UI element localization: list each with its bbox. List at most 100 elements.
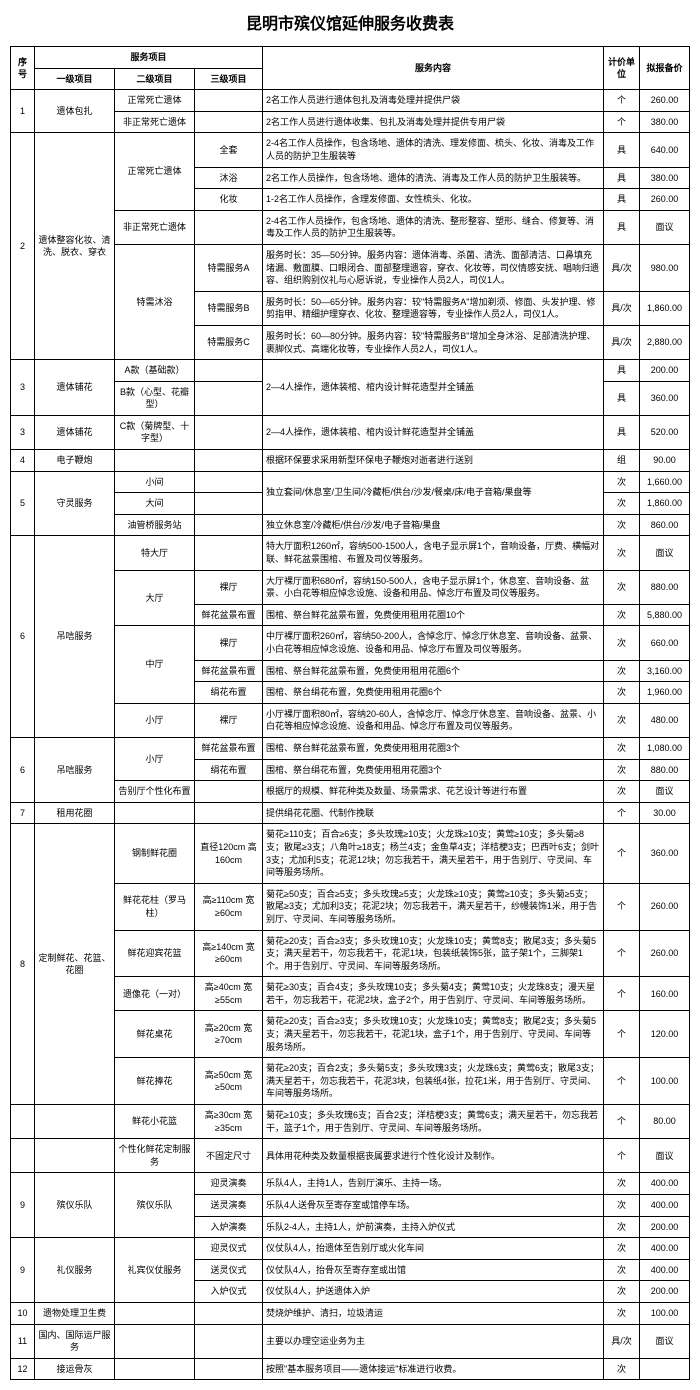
cell-seq: 6 (11, 536, 35, 738)
cell-unit: 次 (604, 493, 640, 515)
cell-l3: 高≥30cm 宽≥35cm (195, 1105, 263, 1139)
cell-l2: 钢制鲜花圈 (115, 824, 195, 883)
cell-price: 260.00 (640, 883, 690, 930)
cell-seq: 5 (11, 471, 35, 536)
cell-price: 400.00 (640, 1259, 690, 1281)
cell-price: 面议 (640, 210, 690, 244)
cell-seq: 9 (11, 1238, 35, 1303)
cell-l3: 特需服务B (195, 291, 263, 325)
cell-l1: 遗体包扎 (35, 90, 115, 133)
cell-unit: 具/次 (604, 325, 640, 359)
cell-content: 服务时长：35—50分钟。服务内容：遗体消毒、杀菌、清洗、面部清洁、口鼻填充堵漏… (263, 244, 604, 291)
table-row: 6吊唁服务特大厅特大厅面积1260㎡，容纳500-1500人，含电子显示屏1个，… (11, 536, 690, 570)
cell-content: 围棺、祭台绢花布置，免费使用租用花圈3个 (263, 759, 604, 781)
cell-price (640, 1358, 690, 1380)
cell-unit: 具 (604, 133, 640, 167)
cell-unit: 具 (604, 189, 640, 211)
cell-l3: 不固定尺寸 (195, 1139, 263, 1173)
cell-unit: 次 (604, 759, 640, 781)
table-row: 个性化鲜花定制服务不固定尺寸具体用花种类及数量根据丧属要求进行个性化设计及制作。… (11, 1139, 690, 1173)
cell-l3: 高≥20cm 宽≥70cm (195, 1011, 263, 1058)
cell-unit: 次 (604, 536, 640, 570)
cell-content: 2名工作人员操作，包含场地、遗体的清洗、消毒及工作人员的防护卫生服装等。 (263, 167, 604, 189)
cell-unit: 次 (604, 703, 640, 737)
pricing-table: 序号 服务项目 服务内容 计价单位 拟报备价 一级项目 二级项目 三级项目 1遗… (10, 46, 690, 1380)
cell-content: 围棺、祭台鲜花盆景布置，免费使用租用花圈6个 (263, 660, 604, 682)
cell-seq: 9 (11, 1173, 35, 1238)
cell-l1: 遗物处理卫生费 (35, 1302, 115, 1324)
cell-price: 5,880.00 (640, 604, 690, 626)
cell-unit: 具 (604, 360, 640, 382)
cell-content: 仪仗队4人，抬遗体至告别厅或火化车间 (263, 1238, 604, 1260)
cell-content: 独立休息室/冷藏柜/供台/沙发/电子音箱/果盘 (263, 514, 604, 536)
cell-l3 (195, 450, 263, 472)
cell-l3: 裸厅 (195, 626, 263, 660)
cell-l3 (195, 471, 263, 493)
cell-l2: 鲜花小花篮 (115, 1105, 195, 1139)
cell-content: 仪仗队4人，护送遗体入炉 (263, 1281, 604, 1303)
cell-unit: 次 (604, 604, 640, 626)
cell-unit: 个 (604, 802, 640, 824)
cell-content: 菊花≥110支；百合≥6支；多头玫瑰≥10支；火龙珠≥10支；黄莺≥10支；多头… (263, 824, 604, 883)
cell-l2: 非正常死亡遗体 (115, 111, 195, 133)
cell-unit: 次 (604, 626, 640, 660)
cell-unit: 次 (604, 1302, 640, 1324)
cell-l1: 礼仪服务 (35, 1238, 115, 1303)
cell-seq (11, 1105, 35, 1139)
cell-unit: 个 (604, 1011, 640, 1058)
cell-l3 (195, 1324, 263, 1358)
cell-unit: 次 (604, 682, 640, 704)
cell-l2: 小间 (115, 471, 195, 493)
cell-unit: 次 (604, 1358, 640, 1380)
cell-l1: 殡仪乐队 (35, 1173, 115, 1238)
table-row: 鲜花小花篮高≥30cm 宽≥35cm菊花≥10支；多头玫瑰6支；百合2支；洋桔梗… (11, 1105, 690, 1139)
cell-seq: 1 (11, 90, 35, 133)
cell-unit: 次 (604, 737, 640, 759)
cell-price: 260.00 (640, 930, 690, 977)
cell-seq: 8 (11, 824, 35, 1105)
cell-l1: 接运骨灰 (35, 1358, 115, 1380)
cell-l3: 化妆 (195, 189, 263, 211)
cell-content: 围棺、祭台鲜花盆景布置，免费使用租用花圈3个 (263, 737, 604, 759)
cell-price: 100.00 (640, 1302, 690, 1324)
table-row: 4电子鞭炮根据环保要求采用新型环保电子鞭炮对逝者进行送别组90.00 (11, 450, 690, 472)
cell-price: 面议 (640, 1324, 690, 1358)
cell-content: 焚烧炉维护、清扫，垃圾清运 (263, 1302, 604, 1324)
cell-l1: 遗体铺花 (35, 360, 115, 416)
cell-content: 2—4人操作，遗体装棺、棺内设计鲜花造型并全铺盖 (263, 415, 604, 449)
cell-unit: 次 (604, 781, 640, 803)
cell-content: 提供绢花花圈、代制作挽联 (263, 802, 604, 824)
cell-price: 1,080.00 (640, 737, 690, 759)
cell-l2: 正常死亡遗体 (115, 90, 195, 112)
cell-unit: 个 (604, 883, 640, 930)
cell-price: 640.00 (640, 133, 690, 167)
cell-content: 菊花≥50支；百合≥5支；多头玫瑰≥5支；火龙珠≥10支；黄莺≥10支；多头菊≥… (263, 883, 604, 930)
table-row: 6吊唁服务小厅鲜花盆景布置围棺、祭台鲜花盆景布置，免费使用租用花圈3个次1,08… (11, 737, 690, 759)
cell-l2: 油管桥服务站 (115, 514, 195, 536)
cell-unit: 次 (604, 570, 640, 604)
cell-content: 服务时长：50—65分钟。服务内容：较"特需服务A"增加剃须、修面、头发护理、修… (263, 291, 604, 325)
cell-price: 1,960.00 (640, 682, 690, 704)
cell-content: 菊花≥10支；多头玫瑰6支；百合2支；洋桔梗3支；黄莺6支；满天星若干，勿忘我若… (263, 1105, 604, 1139)
cell-content: 2-4名工作人员操作，包含场地、遗体的清洗、整形整容、塑形、缝合、修复等、消毒及… (263, 210, 604, 244)
cell-price: 400.00 (640, 1173, 690, 1195)
cell-l2: C款（菊牌型、十字型） (115, 415, 195, 449)
cell-unit: 次 (604, 1195, 640, 1217)
cell-l2: 殡仪乐队 (115, 1173, 195, 1238)
th-seq: 序号 (11, 47, 35, 90)
cell-content: 仪仗队4人，抬骨灰至寄存室或出馆 (263, 1259, 604, 1281)
cell-price: 200.00 (640, 1216, 690, 1238)
cell-l3 (195, 802, 263, 824)
cell-seq: 4 (11, 450, 35, 472)
cell-l2: 礼宾仪仗服务 (115, 1238, 195, 1303)
cell-content: 菊花≥20支；百合≥3支；多头玫瑰10支；火龙珠10支；黄莺8支；散尾2支；多头… (263, 1011, 604, 1058)
table-row: 3遗体铺花A款（基础款）2—4人操作，遗体装棺、棺内设计鲜花造型并全铺盖具200… (11, 360, 690, 382)
table-row: 2遗体整容化妆、清洗、脱衣、穿衣正常死亡遗体全套2-4名工作人员操作，包含场地、… (11, 133, 690, 167)
cell-l3 (195, 1302, 263, 1324)
cell-l2 (115, 450, 195, 472)
cell-seq: 11 (11, 1324, 35, 1358)
cell-price: 120.00 (640, 1011, 690, 1058)
cell-l3: 高≥50cm 宽≥50cm (195, 1058, 263, 1105)
cell-content: 1-2名工作人员操作，含理发修面、女性梳头、化妆。 (263, 189, 604, 211)
cell-l2: 中厅 (115, 626, 195, 703)
